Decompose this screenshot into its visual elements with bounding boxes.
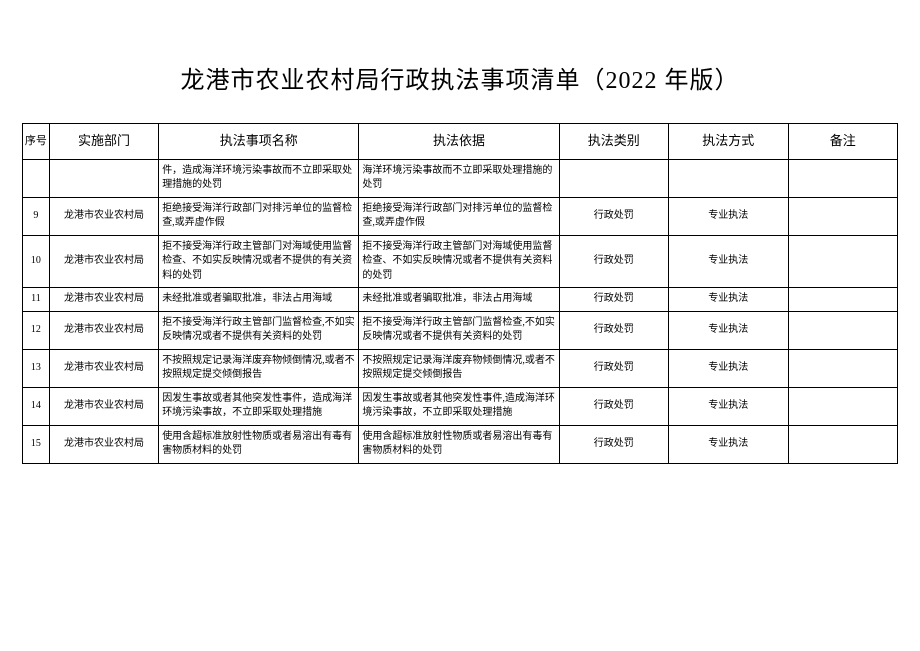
col-header-seq: 序号 xyxy=(23,124,50,160)
cell-dept: 龙港市农业农村局 xyxy=(49,235,158,288)
cell-cat: 行政处罚 xyxy=(559,197,668,235)
cell-seq: 14 xyxy=(23,387,50,425)
cell-item: 拒不接受海洋行政主管部门监督检查,不如实反映情况或者不提供有关资料的处罚 xyxy=(159,311,359,349)
cell-item: 因发生事故或者其他突发性事件，造成海洋环境污染事故，不立即采取处理措施 xyxy=(159,387,359,425)
cell-basis: 使用含超标准放射性物质或者易溶出有毒有害物质材料的处罚 xyxy=(359,425,559,463)
cell-seq: 11 xyxy=(23,288,50,312)
col-header-dept: 实施部门 xyxy=(49,124,158,160)
cell-dept: 龙港市农业农村局 xyxy=(49,349,158,387)
cell-mode: 专业执法 xyxy=(668,197,788,235)
cell-cat: 行政处罚 xyxy=(559,387,668,425)
table-row: 13 龙港市农业农村局 不按照规定记录海洋废弃物倾倒情况,或者不按照规定提交倾倒… xyxy=(23,349,898,387)
cell-mode: 专业执法 xyxy=(668,387,788,425)
col-header-item: 执法事项名称 xyxy=(159,124,359,160)
cell-dept xyxy=(49,159,158,197)
col-header-mode: 执法方式 xyxy=(668,124,788,160)
table-row: 14 龙港市农业农村局 因发生事故或者其他突发性事件，造成海洋环境污染事故，不立… xyxy=(23,387,898,425)
page-title: 龙港市农业农村局行政执法事项清单（2022 年版） xyxy=(22,60,898,95)
table-row: 10 龙港市农业农村局 拒不接受海洋行政主管部门对海域使用监督检查、不如实反映情… xyxy=(23,235,898,288)
table-row: 9 龙港市农业农村局 拒绝接受海洋行政部门对排污单位的监督检查,或弄虚作假 拒绝… xyxy=(23,197,898,235)
cell-cat: 行政处罚 xyxy=(559,425,668,463)
table-row: 件，造成海洋环境污染事故而不立即采取处理措施的处罚 海洋环境污染事故而不立即采取… xyxy=(23,159,898,197)
cell-basis: 未经批准或者骗取批准，非法占用海域 xyxy=(359,288,559,312)
cell-remark xyxy=(788,197,897,235)
table-row: 12 龙港市农业农村局 拒不接受海洋行政主管部门监督检查,不如实反映情况或者不提… xyxy=(23,311,898,349)
cell-seq: 10 xyxy=(23,235,50,288)
cell-mode xyxy=(668,159,788,197)
cell-remark xyxy=(788,425,897,463)
cell-seq: 9 xyxy=(23,197,50,235)
cell-basis: 拒不接受海洋行政主管部门监督检查,不如实反映情况或者不提供有关资料的处罚 xyxy=(359,311,559,349)
cell-mode: 专业执法 xyxy=(668,311,788,349)
cell-mode: 专业执法 xyxy=(668,288,788,312)
cell-seq: 12 xyxy=(23,311,50,349)
cell-item: 拒不接受海洋行政主管部门对海域使用监督检查、不如实反映情况或者不提供的有关资料的… xyxy=(159,235,359,288)
cell-seq: 13 xyxy=(23,349,50,387)
cell-basis: 因发生事故或者其他突发性事件,造成海洋环境污染事故，不立即采取处理措施 xyxy=(359,387,559,425)
cell-basis: 拒不接受海洋行政主管部门对海域使用监督检查、不如实反映情况或者不提供有关资料的处… xyxy=(359,235,559,288)
cell-remark xyxy=(788,311,897,349)
cell-item: 使用含超标准放射性物质或者易溶出有毒有害物质材料的处罚 xyxy=(159,425,359,463)
cell-item: 不按照规定记录海洋废弃物倾倒情况,或者不按照规定提交倾倒报告 xyxy=(159,349,359,387)
col-header-basis: 执法依据 xyxy=(359,124,559,160)
cell-cat: 行政处罚 xyxy=(559,235,668,288)
cell-basis: 海洋环境污染事故而不立即采取处理措施的处罚 xyxy=(359,159,559,197)
cell-remark xyxy=(788,235,897,288)
cell-basis: 拒绝接受海洋行政部门对排污单位的监督检查,或弄虚作假 xyxy=(359,197,559,235)
cell-remark xyxy=(788,349,897,387)
cell-dept: 龙港市农业农村局 xyxy=(49,197,158,235)
cell-mode: 专业执法 xyxy=(668,425,788,463)
cell-seq xyxy=(23,159,50,197)
cell-dept: 龙港市农业农村局 xyxy=(49,311,158,349)
cell-cat: 行政处罚 xyxy=(559,349,668,387)
cell-item: 件，造成海洋环境污染事故而不立即采取处理措施的处罚 xyxy=(159,159,359,197)
cell-basis: 不按照规定记录海洋废弃物倾倒情况,或者不按照规定提交倾倒报告 xyxy=(359,349,559,387)
cell-mode: 专业执法 xyxy=(668,349,788,387)
cell-item: 未经批准或者骗取批准，非法占用海域 xyxy=(159,288,359,312)
col-header-cat: 执法类别 xyxy=(559,124,668,160)
cell-remark xyxy=(788,159,897,197)
cell-seq: 15 xyxy=(23,425,50,463)
cell-remark xyxy=(788,288,897,312)
cell-cat xyxy=(559,159,668,197)
col-header-remark: 备注 xyxy=(788,124,897,160)
table-row: 15 龙港市农业农村局 使用含超标准放射性物质或者易溶出有毒有害物质材料的处罚 … xyxy=(23,425,898,463)
table-row: 11 龙港市农业农村局 未经批准或者骗取批准，非法占用海域 未经批准或者骗取批准… xyxy=(23,288,898,312)
enforcement-table: 序号 实施部门 执法事项名称 执法依据 执法类别 执法方式 备注 件，造成海洋环… xyxy=(22,123,898,464)
cell-item: 拒绝接受海洋行政部门对排污单位的监督检查,或弄虚作假 xyxy=(159,197,359,235)
cell-cat: 行政处罚 xyxy=(559,288,668,312)
cell-remark xyxy=(788,387,897,425)
cell-cat: 行政处罚 xyxy=(559,311,668,349)
cell-dept: 龙港市农业农村局 xyxy=(49,425,158,463)
cell-dept: 龙港市农业农村局 xyxy=(49,288,158,312)
cell-dept: 龙港市农业农村局 xyxy=(49,387,158,425)
table-header-row: 序号 实施部门 执法事项名称 执法依据 执法类别 执法方式 备注 xyxy=(23,124,898,160)
cell-mode: 专业执法 xyxy=(668,235,788,288)
